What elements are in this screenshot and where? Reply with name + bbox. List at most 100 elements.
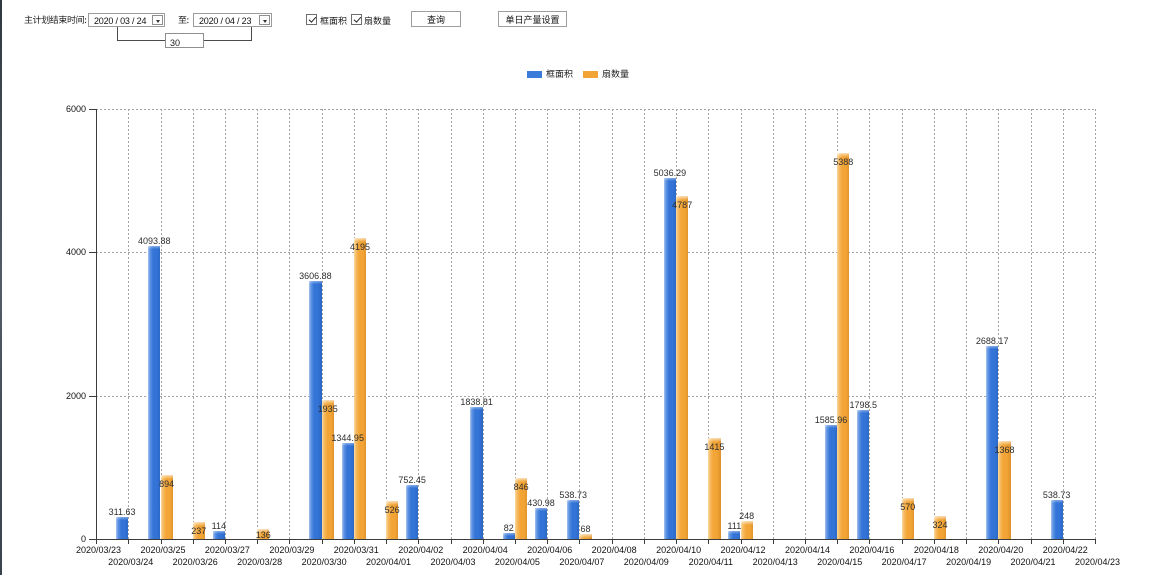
x-axis-label: 2020/04/19	[946, 555, 992, 568]
legend-swatch	[583, 70, 599, 78]
to-label: 至:	[178, 13, 189, 26]
bar-框面积-2020/04/15	[824, 425, 838, 539]
x-axis-label: 2020/04/08	[591, 543, 637, 556]
bar-value-label: 4093.88	[138, 233, 171, 247]
bar-框面积-2020/03/31	[341, 442, 355, 539]
x-axis-tick	[966, 539, 968, 544]
date-from-picker[interactable]: 2020 / 03 / 24	[88, 13, 165, 27]
bar-value-label: 752.45	[398, 473, 426, 487]
gridline-vertical	[386, 109, 387, 539]
bar-框面积-2020/03/30	[309, 280, 322, 539]
x-axis-label: 2020/04/23	[1074, 555, 1121, 568]
bar-框面积-2020/04/02	[406, 485, 419, 539]
gridline-vertical	[160, 109, 162, 539]
date-to-dropdown-icon[interactable]	[259, 15, 270, 25]
x-axis-tick	[1030, 539, 1032, 544]
x-axis-tick	[192, 539, 194, 544]
gridline-vertical	[676, 109, 678, 539]
gridline-vertical	[353, 109, 355, 539]
interval-days-input[interactable]: 30	[165, 33, 204, 49]
x-axis-label: 2020/04/17	[881, 555, 927, 568]
bar-value-label: 3606.88	[299, 268, 332, 282]
bar-value-label: 114	[211, 518, 226, 532]
gridline-horizontal	[96, 109, 1095, 110]
gridline-vertical	[289, 109, 291, 539]
bar-value-label: 1798.5	[849, 398, 878, 412]
gridline-vertical	[805, 109, 806, 539]
bar-value-label: 1368	[994, 443, 1015, 456]
bar-value-label: 5388	[833, 154, 854, 168]
x-axis-tick	[869, 539, 871, 544]
gridline-vertical	[708, 109, 710, 539]
x-axis-label: 2020/04/09	[623, 555, 669, 568]
y-axis-tick	[89, 252, 96, 254]
gridline-vertical	[1030, 109, 1032, 539]
bar-扇数量-2020/04/20	[998, 441, 1011, 539]
x-axis-tick	[514, 539, 516, 544]
x-axis-label: 2020/03/29	[269, 543, 315, 556]
x-axis-tick	[386, 539, 387, 544]
frame-area-checkbox[interactable]	[306, 14, 317, 25]
y-axis-tick	[89, 109, 96, 110]
bar-value-label: 1585.96	[814, 413, 848, 427]
x-axis-tick	[998, 539, 1000, 544]
bar-value-label: 4787	[672, 197, 693, 211]
gridline-vertical	[643, 109, 645, 539]
bar-框面积-2020/04/12	[728, 531, 741, 539]
x-axis-label: 2020/04/04	[462, 543, 508, 556]
x-axis-tick	[257, 539, 259, 544]
gridline-vertical	[966, 109, 968, 539]
gridline-vertical	[128, 109, 130, 539]
legend-item: 框面积	[527, 68, 573, 80]
bar-value-label: 430.98	[527, 496, 555, 510]
x-axis-label: 2020/03/28	[237, 555, 283, 568]
x-axis-tick	[547, 539, 549, 544]
y-axis-label: 0	[80, 532, 86, 545]
bar-value-label: 1935	[317, 402, 338, 416]
frame-area-checkbox-label: 框面积	[320, 14, 348, 27]
x-axis-tick	[353, 539, 355, 544]
x-axis-label: 2020/04/18	[913, 543, 959, 556]
bar-扇数量-2020/03/28	[257, 529, 270, 539]
bar-框面积-2020/04/04	[470, 407, 483, 539]
gridline-vertical	[450, 109, 452, 539]
bar-value-label: 82	[503, 521, 514, 535]
end-time-label: 主计划结束时间:	[24, 13, 87, 26]
gridline-vertical	[514, 109, 516, 539]
bar-框面积-2020/04/22	[1050, 500, 1064, 539]
x-axis-label: 2020/04/14	[784, 543, 831, 556]
y-axis-label: 2000	[65, 388, 86, 402]
gridline-vertical	[192, 109, 194, 539]
x-axis-tick	[611, 539, 613, 544]
bar-value-label: 846	[513, 480, 529, 494]
bar-value-label: 68	[580, 522, 591, 536]
date-from-dropdown-icon[interactable]	[152, 15, 163, 25]
bar-value-label: 894	[159, 476, 175, 490]
x-axis-tick	[805, 539, 806, 544]
gridline-vertical	[837, 109, 839, 539]
connector-line-left-vertical	[117, 27, 118, 40]
bar-框面积-2020/04/20	[986, 346, 999, 539]
bar-扇数量-2020/03/26	[192, 522, 206, 539]
fan-count-checkbox-label: 扇数量	[364, 14, 392, 27]
x-axis-tick	[579, 539, 581, 544]
gridline-vertical	[547, 109, 549, 539]
legend-label: 扇数量	[602, 67, 630, 80]
bar-value-label: 111	[727, 519, 742, 532]
x-axis-tick	[224, 539, 226, 544]
daily-output-settings-button[interactable]: 单日产量设置	[498, 11, 567, 27]
bar-value-label: 2688.17	[975, 334, 1009, 348]
date-from-value: 2020 / 03 / 24	[94, 14, 147, 27]
x-axis-label: 2020/03/31	[333, 543, 379, 556]
date-to-picker[interactable]: 2020 / 04 / 23	[193, 13, 272, 27]
x-axis-tick	[450, 539, 452, 544]
x-axis-label: 2020/04/01	[365, 555, 412, 568]
bar-框面积-2020/04/07	[567, 500, 580, 539]
x-axis-label: 2020/03/30	[301, 555, 347, 568]
x-axis-label: 2020/04/21	[1010, 555, 1056, 568]
gridline-vertical	[933, 109, 935, 539]
query-button[interactable]: 查询	[411, 11, 461, 27]
fan-count-checkbox[interactable]	[351, 14, 362, 25]
x-axis-tick	[901, 539, 903, 544]
